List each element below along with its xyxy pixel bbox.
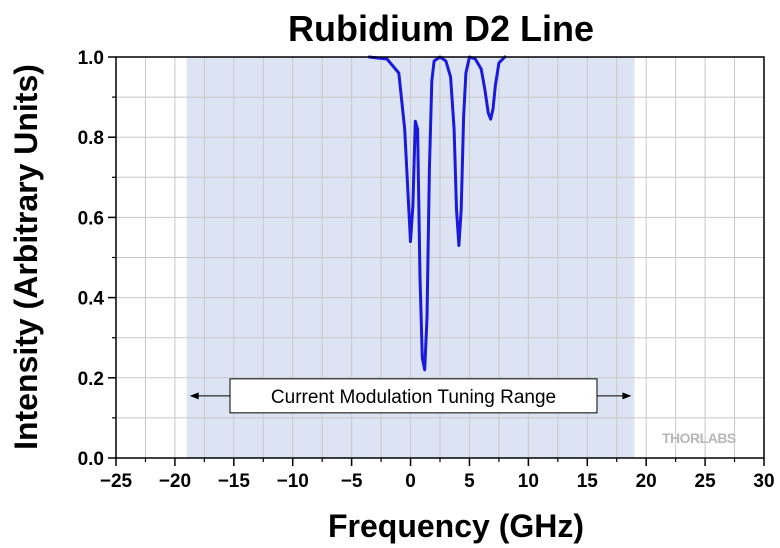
y-tick-label: 1.0: [78, 48, 104, 69]
chart-title: Rubidium D2 Line: [288, 8, 594, 49]
x-tick-label: 30: [753, 471, 774, 492]
logo-text: THORLABS: [662, 430, 736, 446]
x-axis-label: Frequency (GHz): [328, 508, 584, 544]
x-tick-label: 20: [636, 471, 657, 492]
x-tick-label: −10: [277, 471, 309, 492]
x-tick-label: 5: [464, 471, 475, 492]
x-tick-label: −15: [218, 471, 251, 492]
y-tick-label: 0.8: [78, 128, 104, 149]
series-line: [367, 55, 507, 372]
y-tick-label: 0.4: [78, 289, 105, 310]
x-tick-label: −5: [341, 471, 363, 492]
annotation-label: Current Modulation Tuning Range: [271, 387, 556, 408]
x-tick-label: −20: [159, 471, 191, 492]
annotation-box: [229, 378, 598, 414]
arrow-left-icon: [189, 392, 199, 400]
y-tick-label: 0.6: [78, 208, 104, 229]
y-tick-label: 0.2: [78, 369, 104, 390]
thorlabs-logo: THORLABS: [662, 430, 736, 446]
x-tick-label: 0: [405, 471, 416, 492]
y-tick-label: 0.0: [78, 449, 104, 470]
y-axis-label: Intensity (Arbitrary Units): [8, 64, 44, 450]
x-tick-label: −25: [100, 471, 133, 492]
x-tick-label: 10: [518, 471, 539, 492]
x-tick-label: 25: [695, 471, 717, 492]
x-tick-label: 15: [577, 471, 599, 492]
arrow-right-icon: [622, 392, 632, 400]
